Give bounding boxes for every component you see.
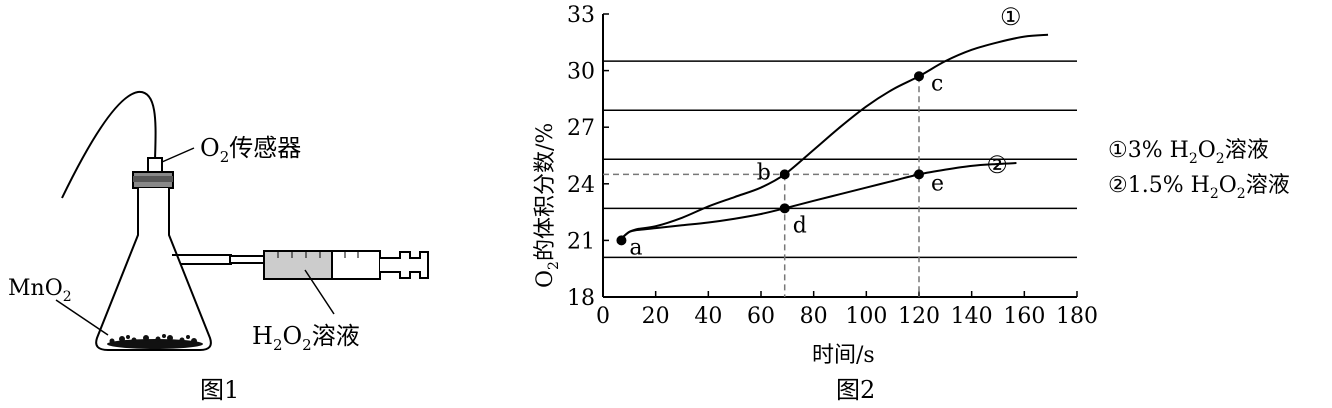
point-a <box>616 235 627 246</box>
x-tick-label-160: 160 <box>1003 304 1045 329</box>
stopper-band <box>133 176 173 182</box>
y-tick-label-30: 30 <box>567 60 595 85</box>
point-label-e: e <box>931 171 944 196</box>
legend-series-1: ①3% H2O2溶液 <box>1108 138 1269 167</box>
series-end-label-1: ① <box>1000 3 1022 31</box>
point-label-b: b <box>757 160 771 185</box>
x-tick-label-20: 20 <box>642 304 670 329</box>
catalyst-pointer <box>55 299 109 336</box>
sensor-pointer <box>161 147 195 163</box>
syringe-pointer <box>304 269 335 315</box>
y-tick-label-24: 24 <box>567 173 595 198</box>
catalyst-label: MnO2 <box>8 276 72 305</box>
sensor-label: O2传感器 <box>200 134 301 166</box>
x-tick-label-80: 80 <box>800 304 828 329</box>
side-arm-tube <box>172 254 232 265</box>
point-c <box>914 71 924 82</box>
x-tick-label-140: 140 <box>951 304 993 329</box>
y-tick-label-18: 18 <box>567 286 595 311</box>
legend-series-2: ②1.5% H2O2溶液 <box>1108 173 1290 202</box>
y-axis-label: O2的体积分数/% <box>533 123 562 288</box>
point-label-a: a <box>629 235 642 260</box>
syringe-scale <box>277 252 359 258</box>
mno2-powder <box>107 334 203 349</box>
point-d <box>779 203 790 214</box>
y-tick-label-33: 33 <box>567 3 595 28</box>
figure2-caption: 图2 <box>836 376 875 404</box>
sensor-cable <box>61 90 157 199</box>
point-label-d: d <box>793 213 807 238</box>
syringe-tip <box>229 255 267 264</box>
x-tick-label-0: 0 <box>596 304 610 329</box>
point-b <box>779 169 790 180</box>
series-line-2 <box>620 162 1017 240</box>
x-tick-label-60: 60 <box>747 304 775 329</box>
series-end-label-2: ② <box>986 151 1008 179</box>
syringe-label: H2O2溶液 <box>252 322 360 354</box>
o2-chart: 0 20 40 60 80 100 120 140 160 180 18 21 24 27 30 33 ① ② a b… <box>567 3 1098 329</box>
conical-flask <box>95 188 212 351</box>
series-line-1 <box>620 33 1049 240</box>
x-tick-label-40: 40 <box>694 304 722 329</box>
figure1-caption: 图1 <box>200 376 239 404</box>
x-axis-label: 时间/s <box>812 343 875 368</box>
point-e <box>914 169 924 180</box>
point-label-c: c <box>931 71 943 96</box>
sensor-probe <box>147 157 163 173</box>
figure1-apparatus <box>55 90 429 351</box>
syringe-plunger <box>380 251 429 279</box>
x-tick-label-120: 120 <box>898 304 940 329</box>
syringe-liquid <box>265 252 332 278</box>
x-tick-label-180: 180 <box>1056 304 1098 329</box>
y-tick-label-27: 27 <box>567 116 595 141</box>
y-tick-label-21: 21 <box>567 229 595 254</box>
x-tick-label-100: 100 <box>845 304 887 329</box>
